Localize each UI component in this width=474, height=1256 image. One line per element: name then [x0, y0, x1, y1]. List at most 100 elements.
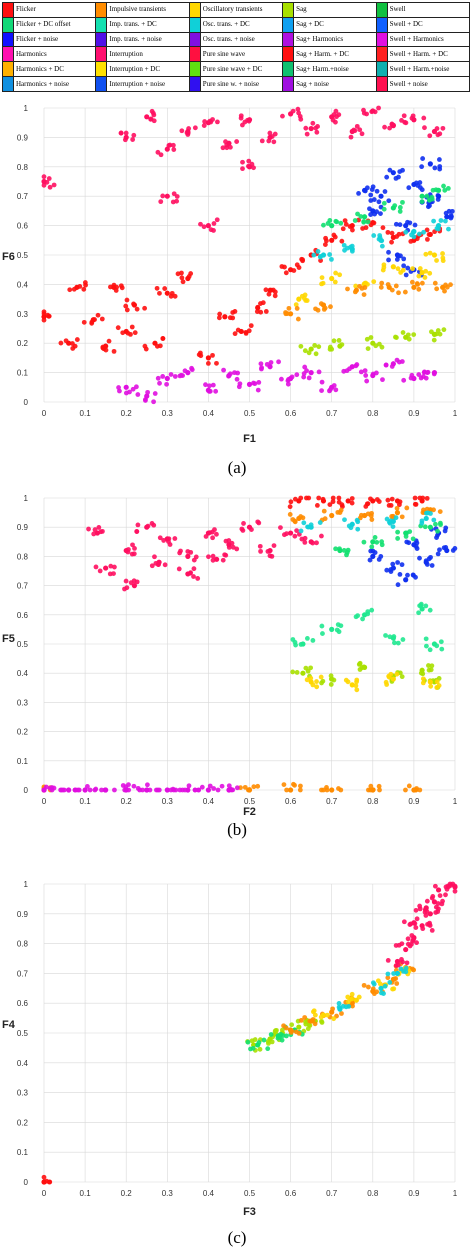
data-point: [434, 286, 440, 292]
data-point: [419, 199, 425, 205]
data-point: [131, 783, 137, 789]
data-point: [324, 1012, 330, 1018]
data-point: [168, 293, 174, 299]
data-point: [179, 128, 185, 134]
data-point: [355, 519, 361, 525]
data-point: [102, 787, 108, 793]
data-point: [166, 536, 172, 542]
data-point: [452, 888, 458, 894]
data-point: [423, 268, 429, 274]
data-point: [223, 538, 229, 544]
data-point: [372, 109, 378, 115]
y-tick-label: 0.3: [17, 698, 29, 707]
data-point: [291, 781, 296, 787]
legend-label: Pure sine wave + DC: [199, 61, 284, 78]
data-point: [281, 782, 287, 788]
data-point: [318, 253, 323, 259]
data-point: [431, 517, 437, 523]
data-point: [428, 511, 433, 516]
data-point: [368, 335, 374, 340]
data-point: [390, 524, 396, 530]
data-point: [378, 193, 384, 199]
data-point: [145, 523, 151, 529]
data-point: [351, 127, 357, 133]
data-point: [440, 898, 445, 904]
data-point: [399, 674, 405, 680]
data-point: [396, 290, 401, 296]
legend-label: Sag+ Harmonics: [293, 31, 377, 48]
data-point: [350, 227, 355, 233]
data-point: [408, 375, 414, 381]
data-point: [210, 557, 216, 563]
series-group: [41, 217, 443, 366]
y-tick-label: 0.8: [17, 940, 29, 949]
data-point: [378, 211, 383, 216]
series-group: [41, 782, 240, 793]
data-point: [420, 926, 426, 932]
data-point: [222, 314, 228, 320]
data-point: [357, 660, 363, 666]
data-point: [308, 370, 314, 376]
data-point: [319, 275, 325, 281]
data-point: [387, 980, 393, 985]
data-point: [144, 114, 150, 120]
data-point: [239, 526, 245, 532]
data-point: [385, 497, 391, 503]
data-point: [149, 563, 155, 569]
data-point: [385, 229, 391, 235]
data-point: [269, 553, 275, 559]
data-point: [266, 1040, 271, 1046]
data-point: [208, 227, 214, 233]
data-point: [382, 189, 388, 194]
data-point: [429, 329, 434, 335]
data-point: [370, 986, 376, 992]
data-point: [359, 285, 365, 291]
data-point: [412, 495, 418, 501]
data-point: [353, 683, 359, 689]
data-point: [403, 946, 409, 953]
data-point: [292, 533, 298, 539]
data-point: [437, 520, 443, 526]
data-point: [81, 286, 87, 292]
data-point: [343, 221, 349, 227]
data-point: [219, 783, 225, 789]
data-point: [234, 139, 240, 144]
data-point: [372, 550, 378, 555]
x-tick-label: 0.3: [162, 1189, 174, 1198]
data-point: [151, 399, 156, 405]
data-point: [312, 1021, 318, 1027]
data-point: [112, 787, 117, 793]
data-point: [423, 558, 429, 564]
data-point: [441, 183, 446, 189]
data-point: [320, 631, 325, 636]
legend-label: Swell + DC: [386, 16, 471, 33]
data-point: [135, 522, 141, 528]
data-point: [111, 282, 117, 288]
data-point: [123, 384, 129, 390]
data-point: [348, 525, 354, 531]
data-point: [211, 221, 217, 226]
data-point: [403, 534, 409, 539]
y-tick-label: 0.5: [17, 251, 29, 260]
data-point: [274, 1027, 279, 1033]
data-point: [394, 234, 400, 239]
data-point: [152, 391, 158, 396]
data-point: [361, 292, 367, 298]
data-point: [314, 679, 319, 684]
data-point: [452, 546, 458, 551]
data-point: [196, 787, 201, 793]
data-point: [356, 994, 362, 1000]
data-point: [319, 379, 325, 385]
series-group: [287, 495, 430, 510]
data-point: [255, 387, 261, 393]
legend-swatch: [282, 46, 295, 63]
data-point: [365, 346, 371, 351]
data-point: [398, 966, 404, 972]
data-point: [371, 279, 377, 285]
data-point: [349, 248, 355, 254]
data-point: [368, 787, 373, 793]
data-point: [431, 899, 438, 905]
data-point: [339, 502, 345, 508]
legend-swatch: [95, 31, 108, 48]
data-point: [424, 227, 430, 233]
